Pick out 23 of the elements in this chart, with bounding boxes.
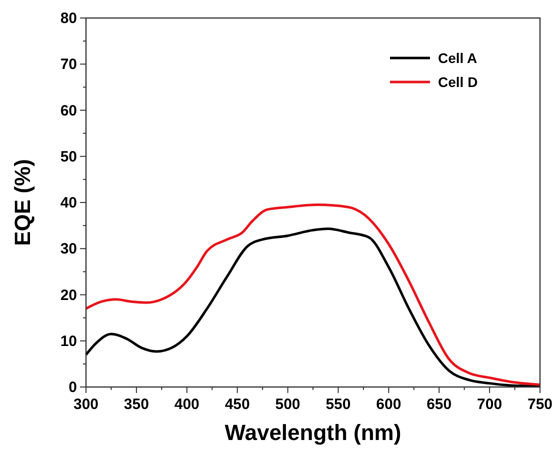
x-tick-label: 650 [426,396,452,413]
legend-label: Cell D [438,74,478,90]
x-tick-label: 500 [275,396,300,413]
y-tick-label: 80 [60,10,77,27]
y-axis-title: EQE (%) [10,159,35,246]
x-axis-title: Wavelength (nm) [224,420,402,445]
x-tick-label: 400 [174,396,200,413]
x-tick-label: 550 [326,396,351,413]
y-tick-label: 60 [60,102,77,120]
x-tick-label: 600 [376,396,402,413]
y-tick-label: 10 [60,332,77,350]
y-tick-label: 40 [60,194,77,212]
y-tick-label: 50 [60,148,77,166]
x-tick-label: 750 [527,396,553,413]
x-tick-label: 450 [224,396,250,413]
x-tick-label: 300 [73,396,99,413]
y-tick-label: 70 [60,56,77,74]
legend-label: Cell A [438,50,478,66]
x-tick-label: 350 [124,396,149,413]
x-tick-label: 700 [477,396,502,413]
y-tick-label: 0 [68,379,77,396]
y-tick-label: 20 [60,286,77,304]
y-tick-label: 30 [60,240,77,258]
